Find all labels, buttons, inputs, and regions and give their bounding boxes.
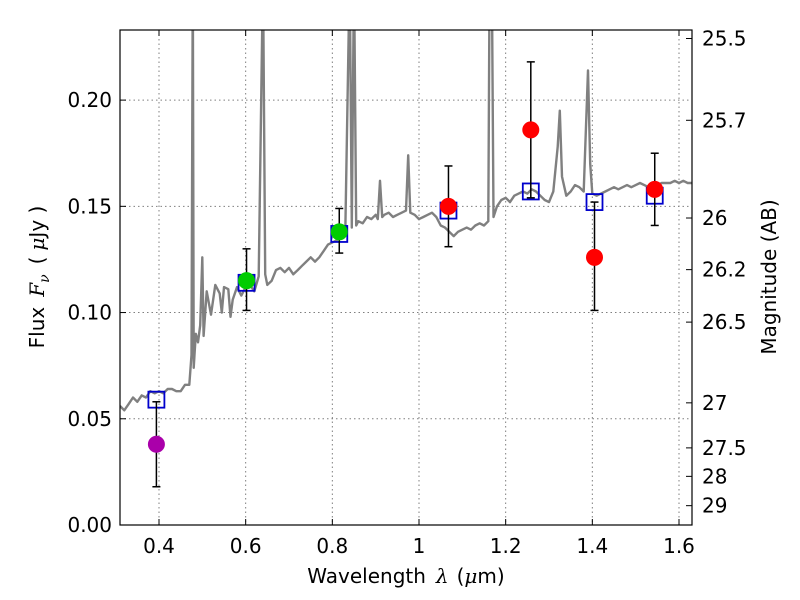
y2-tick-label: 26.5	[702, 310, 747, 334]
x-tick-label: 1.2	[490, 534, 522, 558]
x-tick-label: 0.6	[230, 534, 262, 558]
y-axis-ticks: 0.00 0.05 0.10 0.15 0.20	[67, 88, 126, 537]
x-tick-label: 1	[413, 534, 426, 558]
x-axis-ticks: 0.4 0.6 0.8 1 1.2 1.4 1.6	[143, 30, 695, 558]
y-tick-label: 0.20	[67, 88, 112, 112]
x-tick-label: 1.4	[576, 534, 608, 558]
observed-point	[330, 223, 348, 241]
observed-point	[586, 248, 603, 266]
y-tick-label: 0.10	[67, 301, 112, 325]
y2-tick-label: 25.7	[702, 108, 747, 132]
observed-point	[522, 121, 540, 139]
y-tick-label: 0.05	[67, 407, 112, 431]
observed-point	[238, 272, 256, 290]
spectrum-layer	[120, 30, 692, 412]
plot-frame	[119, 29, 693, 526]
y2-tick-label: 27	[702, 391, 727, 415]
x-tick-label: 1.6	[663, 534, 695, 558]
observed-point	[147, 435, 165, 453]
x-tick-label: 0.4	[143, 534, 175, 558]
y2-tick-label: 28	[702, 464, 727, 488]
x-axis-title: Wavelength λ (μm)	[307, 564, 504, 588]
plot-background	[120, 30, 692, 525]
y2-tick-label: 26	[702, 206, 727, 230]
spectrum-line	[120, 30, 692, 412]
y2-axis-ticks: 25.5 25.7 26 26.2 26.5 27 27.5 28 29	[686, 26, 747, 518]
y-tick-label: 0.00	[67, 513, 112, 537]
y2-tick-label: 25.5	[702, 26, 747, 50]
observed-points-layer	[147, 61, 664, 488]
y-axis-title: FluxFν(μJy )	[25, 206, 53, 349]
y2-axis-title: Magnitude (AB)	[757, 199, 781, 354]
y2-tick-label: 26.2	[702, 258, 747, 282]
observed-point	[439, 197, 457, 215]
y2-tick-label: 29	[702, 494, 727, 518]
y2-tick-label: 27.5	[702, 436, 747, 460]
y-tick-label: 0.15	[67, 194, 112, 218]
observed-point	[646, 180, 664, 198]
x-tick-label: 0.8	[316, 534, 348, 558]
